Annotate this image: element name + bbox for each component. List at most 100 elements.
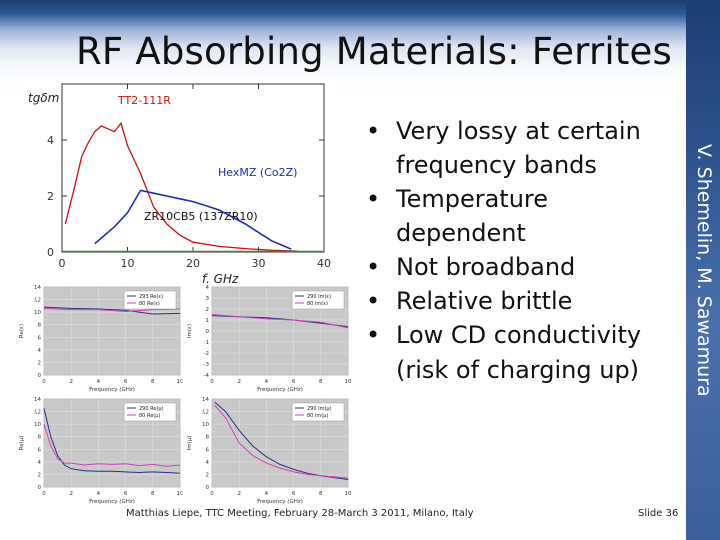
y-tick-label: 4 xyxy=(38,460,42,466)
legend-label: 290 Im(μ) xyxy=(307,406,332,412)
bullet-item: Very lossy at certain frequency bands xyxy=(366,114,676,182)
legend-label: 80 Re(μ) xyxy=(139,413,160,419)
bullet-item: Not broadband xyxy=(366,250,676,284)
annotation-hexmz: HexMZ (Co2Z) xyxy=(218,166,297,179)
x-tick-label: 2 xyxy=(69,491,73,497)
y-axis-label: Re(μ) xyxy=(19,436,25,451)
bullet-item: Low CD conductivity (risk of charging up… xyxy=(366,318,676,386)
legend-box xyxy=(123,402,177,422)
y-tick-label: 0 xyxy=(206,329,210,335)
series-line xyxy=(43,408,181,474)
re-mu-chart: 0 2 4 6 8 10 12 14 0 2 4 6 8 10 Frequency (GHz) Re(μ) 29… xyxy=(14,395,186,505)
x-tick-label: 20 xyxy=(186,257,200,270)
y-tick-label: -2 xyxy=(204,351,209,357)
x-tick-label: 4 xyxy=(97,491,101,497)
x-axis-label: f, GHz xyxy=(202,272,239,286)
annotation-tt2-111r: TT2-111R xyxy=(117,94,171,107)
series-line-hexmz xyxy=(94,189,292,250)
slide-title: RF Absorbing Materials: Ferrites xyxy=(76,30,672,73)
x-tick-label: 0 xyxy=(210,379,214,385)
y-tick-label: 14 xyxy=(34,285,41,291)
x-tick-label: 6 xyxy=(124,379,128,385)
x-tick-label: 4 xyxy=(265,379,269,385)
y-tick-label: 4 xyxy=(206,285,210,291)
x-tick-label: 10 xyxy=(345,379,352,385)
y-tick-label: 2 xyxy=(206,307,210,313)
x-axis-label: Frequency (GHz) xyxy=(89,499,135,505)
bullet-item: Relative brittle xyxy=(366,284,676,318)
x-tick-label: 0 xyxy=(210,491,214,497)
y-tick-label: 1 xyxy=(206,318,210,324)
series-line xyxy=(43,307,181,313)
x-tick-label: 6 xyxy=(292,379,296,385)
y-tick-label: 2 xyxy=(206,472,210,478)
y-tick-label: 2 xyxy=(38,472,42,478)
legend-box xyxy=(291,290,345,310)
y-tick-label: 6 xyxy=(38,335,42,341)
im-mu-chart: 0 2 4 6 8 10 12 14 0 2 4 6 8 10 Frequency (GHz) Im(μ) 29… xyxy=(182,395,354,505)
bullet-list: Very lossy at certain frequency bands Te… xyxy=(366,114,676,387)
y-tick-label: 8 xyxy=(38,435,42,441)
x-tick-label: 10 xyxy=(345,491,352,497)
y-tick-label: 6 xyxy=(206,447,210,453)
y-tick-label: 8 xyxy=(38,323,42,329)
y-tick-label: 10 xyxy=(202,422,209,428)
im-epsilon-chart: -4 -3 -2 -1 0 1 2 3 4 0 2 4 6 8 10 Frequency (GHz) Im(ε)… xyxy=(182,283,354,393)
y-tick-label: 0 xyxy=(206,485,210,491)
y-tick-label: 8 xyxy=(206,435,210,441)
legend-box xyxy=(291,402,345,422)
side-band xyxy=(686,0,720,540)
legend-label: 80 Im(ε) xyxy=(307,301,328,307)
x-tick-label: 0 xyxy=(42,379,46,385)
y-tick-label: 2 xyxy=(38,360,42,366)
loss-tangent-chart: 0 10 20 30 40 0 2 4 tgδm f, GHz TT2-111R HexMZ (Co2… xyxy=(22,76,338,288)
y-tick-label: 4 xyxy=(47,134,54,147)
footer-text: Matthias Liepe, TTC Meeting, February 28… xyxy=(126,508,474,519)
series-line xyxy=(43,423,181,467)
chart-background xyxy=(22,76,338,288)
series-line-tt2-111r xyxy=(64,121,298,252)
x-tick-label: 4 xyxy=(97,379,101,385)
y-tick-label: 14 xyxy=(202,397,209,403)
series-line xyxy=(211,314,349,329)
y-tick-label: -3 xyxy=(204,362,210,368)
y-tick-label: 10 xyxy=(34,422,41,428)
x-tick-label: 8 xyxy=(151,379,155,385)
y-tick-label: 4 xyxy=(206,460,210,466)
legend-label: 290 Re(μ) xyxy=(139,406,164,412)
y-tick-label: 10 xyxy=(34,310,41,316)
bullet-item: Temperature dependent xyxy=(366,182,676,250)
series-line xyxy=(214,404,349,479)
y-tick-label: -4 xyxy=(204,373,210,379)
y-axis-label: Re(ε) xyxy=(19,324,25,338)
x-tick-label: 10 xyxy=(121,257,135,270)
y-tick-label: 12 xyxy=(34,298,41,304)
legend-label: 290 Im(ε) xyxy=(307,294,331,300)
x-tick-label: 0 xyxy=(59,257,66,270)
series-line xyxy=(43,306,181,315)
x-tick-label: 8 xyxy=(319,491,323,497)
y-tick-label: 4 xyxy=(38,348,42,354)
y-tick-label: 0 xyxy=(38,373,42,379)
x-tick-label: 8 xyxy=(151,491,155,497)
re-epsilon-chart: 0 2 4 6 8 10 12 14 0 2 4 6 8 10 Frequency (GHz) Re(ε) 29… xyxy=(14,283,186,393)
x-tick-label: 4 xyxy=(265,491,269,497)
y-tick-label: 12 xyxy=(34,410,41,416)
x-axis-label: Frequency (GHz) xyxy=(257,387,303,393)
y-tick-label: 14 xyxy=(34,397,41,403)
legend-box xyxy=(123,290,177,310)
slide-number: Slide 36 xyxy=(638,508,679,519)
legend-label: 80 Re(ε) xyxy=(139,301,160,307)
x-tick-label: 2 xyxy=(69,379,73,385)
x-axis-label: Frequency (GHz) xyxy=(257,499,303,505)
x-tick-label: 6 xyxy=(124,491,128,497)
x-axis-label: Frequency (GHz) xyxy=(89,387,135,393)
y-axis-label: Im(μ) xyxy=(187,436,193,451)
y-tick-label: 0 xyxy=(38,485,42,491)
legend-label: 80 Im(μ) xyxy=(307,413,328,419)
x-tick-label: 10 xyxy=(177,491,184,497)
y-tick-label: -1 xyxy=(204,340,209,346)
x-tick-label: 6 xyxy=(292,491,296,497)
legend-label: 293 Re(ε) xyxy=(139,294,163,300)
y-axis-label: Im(ε) xyxy=(187,324,193,338)
